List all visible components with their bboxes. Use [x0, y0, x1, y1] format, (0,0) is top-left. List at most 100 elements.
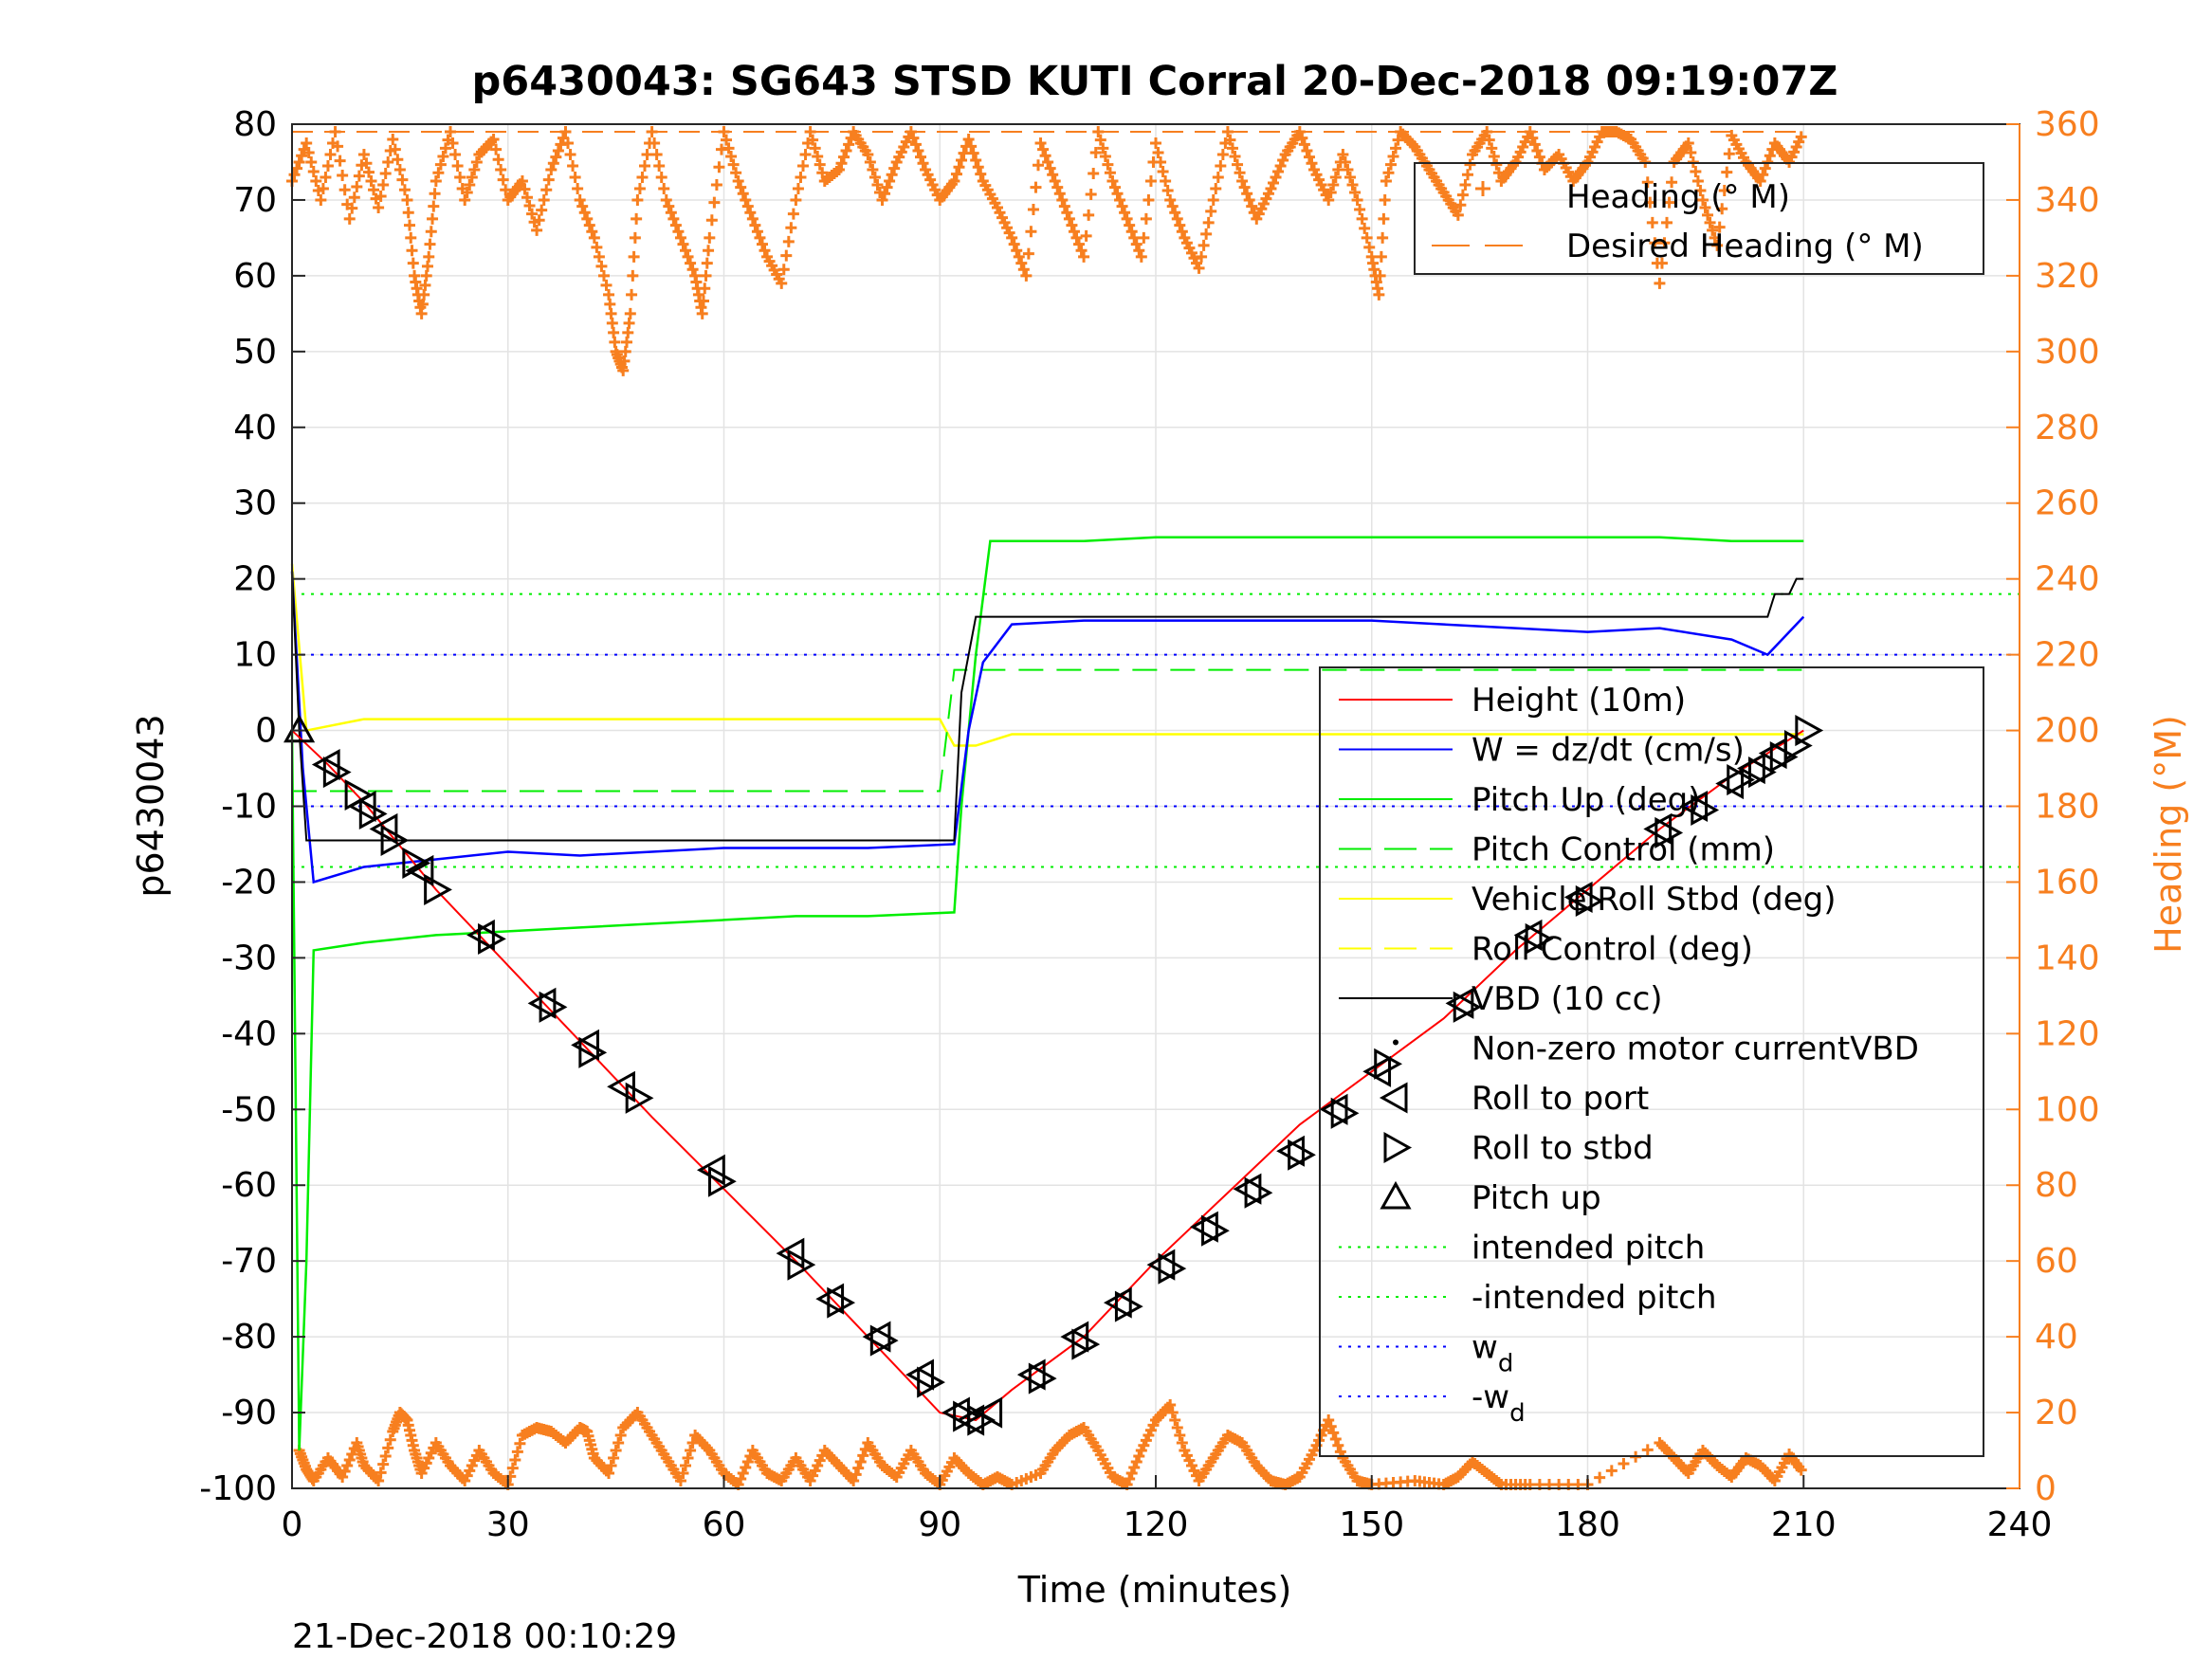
legend-main-label: Roll Control (deg)	[1472, 931, 1753, 969]
roll-stbd-marker	[1028, 1362, 1057, 1395]
y-tick-label: 50	[233, 333, 277, 372]
roll-port-marker	[1715, 767, 1745, 800]
x-axis-label: Time (minutes)	[1017, 1569, 1292, 1611]
x-ticks: 0 30 60 90 120 150 180 210 240	[282, 1475, 2053, 1544]
roll-stbd-marker	[1244, 1176, 1273, 1209]
y-tick-label: -20	[221, 863, 277, 902]
legend-main-label: Height (10m)	[1472, 682, 1686, 720]
y2-tick-label: 160	[2035, 863, 2100, 902]
x-tick-label: 240	[1987, 1505, 2053, 1544]
y-tick-label: -90	[221, 1394, 277, 1432]
roll-port-marker	[1146, 1249, 1176, 1281]
roll-port-marker	[1737, 752, 1765, 785]
legend-main-swatch	[1379, 1082, 1408, 1114]
roll-stbd-marker	[1748, 756, 1777, 789]
legend-heading: Heading (° M) Desired Heading (° M)	[1414, 162, 1984, 275]
roll-stbd-marker	[1158, 1252, 1187, 1285]
y-tick-label: 60	[233, 257, 277, 296]
roll-stbd-marker	[967, 1404, 996, 1436]
roll-port-marker	[1103, 1286, 1132, 1319]
roll-port-marker	[607, 1070, 635, 1103]
y-tick-label: -50	[221, 1090, 277, 1129]
series-layer	[290, 536, 2020, 1451]
roll-stbd-marker	[344, 778, 374, 811]
y2-tick-label: 40	[2035, 1318, 2078, 1357]
legend-main-label: Pitch Up (deg)	[1472, 781, 1700, 819]
y-tick-label: 80	[233, 105, 277, 144]
y2-tick-label: 320	[2035, 257, 2100, 296]
roll-port-marker	[1190, 1211, 1218, 1243]
roll-stbd-marker	[1288, 1139, 1316, 1171]
legend-heading-box	[1414, 162, 1984, 275]
y2-tick-label: 260	[2035, 484, 2100, 523]
y2-tick-label: 80	[2035, 1166, 2078, 1205]
roll-port-marker	[815, 1283, 845, 1315]
legend-main-label: W = dz/dt (cm/s)	[1472, 732, 1745, 770]
roll-port-marker	[1060, 1321, 1089, 1353]
roll-port-marker	[1319, 1093, 1348, 1125]
roll-stbd-marker	[578, 1036, 608, 1068]
y2-tick-label: 300	[2035, 333, 2100, 372]
y-axis-label: p6430043	[130, 714, 172, 897]
roll-port-marker	[527, 987, 557, 1019]
legend-main-box	[1319, 666, 1984, 1457]
legend-main-swatch	[1393, 1039, 1398, 1046]
y2-tick-label: 340	[2035, 181, 2100, 220]
x-tick-label: 210	[1771, 1505, 1837, 1544]
roll-stbd-marker	[380, 824, 410, 857]
x-tick-label: 60	[703, 1505, 746, 1544]
marker-layer	[283, 714, 1824, 1436]
roll-port-marker	[1362, 1055, 1392, 1087]
roll-port-marker	[369, 812, 398, 846]
roll-port-marker	[905, 1358, 934, 1391]
roll-stbd-marker	[1691, 793, 1720, 827]
legend-main-label: Pitch Control (mm)	[1472, 831, 1775, 869]
y2-tick-label: 20	[2035, 1394, 2078, 1432]
x-tick-label: 30	[486, 1505, 530, 1544]
roll-stbd-marker	[1114, 1290, 1143, 1322]
y-tick-label: -70	[221, 1242, 277, 1281]
series-w-dz-dt-cm-s-	[290, 571, 1805, 884]
roll-port-marker	[1679, 790, 1709, 823]
legend-subscript: d	[1498, 1350, 1514, 1378]
y-tick-label: 30	[233, 484, 277, 523]
x-tick-label: 90	[918, 1505, 961, 1544]
roll-stbd-marker	[539, 991, 568, 1023]
y-tick-label: -80	[221, 1318, 277, 1357]
roll-stbd-marker	[358, 797, 388, 830]
roll-stbd-marker	[1071, 1328, 1101, 1360]
y-ticks: 80 70 60 50 40 30 20 10 0 -10 -20 -30 -40 -50 -60 -70 -8…	[199, 105, 305, 1508]
roll-stbd-marker	[1525, 922, 1554, 955]
y-tick-label: -60	[221, 1166, 277, 1205]
y-tick-label: 20	[233, 560, 277, 599]
roll-stbd-marker	[1575, 884, 1604, 917]
legend-main-swatch	[1383, 1131, 1413, 1164]
y-tick-label: -40	[221, 1014, 277, 1053]
roll-port-marker	[776, 1237, 805, 1269]
roll-stbd-marker	[917, 1366, 945, 1398]
legend-main-label: VBD (10 cc)	[1472, 980, 1663, 1018]
legend-main-label: Pitch up	[1472, 1179, 1601, 1217]
y2-tick-label: 60	[2035, 1242, 2078, 1281]
y2-tick-label: 360	[2035, 105, 2100, 144]
series-vbd-10-cc-	[291, 571, 1804, 842]
y2-axis-label: Heading (°M)	[2148, 715, 2189, 954]
y2-tick-label: 140	[2035, 939, 2100, 977]
roll-stbd-marker	[787, 1249, 816, 1281]
y2-tick-label: 280	[2035, 409, 2100, 447]
roll-stbd-marker	[953, 1400, 981, 1432]
roll-stbd-marker	[827, 1286, 856, 1319]
y-tick-label: -100	[199, 1469, 277, 1508]
legend-main-label: intended pitch	[1472, 1230, 1705, 1267]
y-tick-label: 70	[233, 181, 277, 220]
roll-stbd-marker	[869, 1324, 899, 1357]
roll-port-marker	[311, 748, 340, 781]
y2-tick-label: 220	[2035, 636, 2100, 675]
series-vehicle-roll-stbd-deg-	[290, 563, 1804, 747]
legend-main-swatch	[1380, 1180, 1412, 1210]
legend-main-label: -intended pitch	[1472, 1279, 1717, 1317]
legend-subscript: d	[1509, 1399, 1526, 1428]
roll-stbd-marker	[1769, 740, 1799, 774]
y-tick-label: -30	[221, 939, 277, 977]
legend-main-label: -wd	[1472, 1378, 1526, 1428]
